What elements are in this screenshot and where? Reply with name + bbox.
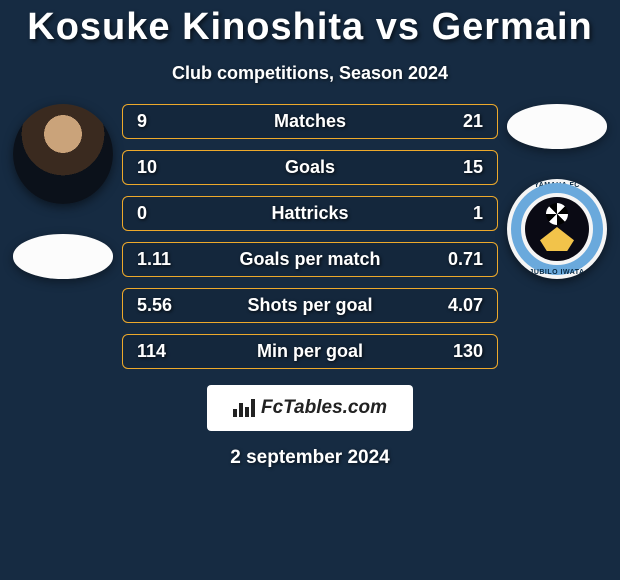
stat-label: Goals <box>177 157 443 178</box>
source-logo[interactable]: FcTables.com <box>207 385 413 431</box>
bird-icon <box>540 227 574 251</box>
comparison-content: 9 Matches 21 10 Goals 15 0 Hattricks 1 1… <box>8 104 612 369</box>
stat-left-value: 10 <box>137 157 177 178</box>
stat-left-value: 0 <box>137 203 177 224</box>
player2-column: YAMAHA FC JUBILO IWATA <box>502 104 612 279</box>
stat-label: Matches <box>177 111 443 132</box>
bar-chart-icon <box>233 399 255 417</box>
stat-right-value: 4.07 <box>443 295 483 316</box>
stat-row-min-per-goal: 114 Min per goal 130 <box>122 334 498 369</box>
subtitle: Club competitions, Season 2024 <box>172 63 448 84</box>
stat-label: Hattricks <box>177 203 443 224</box>
soccer-ball-icon <box>546 203 568 225</box>
player2-club-crest: YAMAHA FC JUBILO IWATA <box>507 179 607 279</box>
stat-row-matches: 9 Matches 21 <box>122 104 498 139</box>
stat-row-goals-per-match: 1.11 Goals per match 0.71 <box>122 242 498 277</box>
stat-label: Shots per goal <box>177 295 443 316</box>
stat-left-value: 9 <box>137 111 177 132</box>
stat-row-goals: 10 Goals 15 <box>122 150 498 185</box>
crest-inner <box>525 197 589 261</box>
stat-left-value: 114 <box>137 341 177 362</box>
stat-right-value: 15 <box>443 157 483 178</box>
stat-right-value: 1 <box>443 203 483 224</box>
stat-right-value: 130 <box>443 341 483 362</box>
player1-column <box>8 104 118 279</box>
stat-left-value: 1.11 <box>137 249 177 270</box>
stat-row-shots-per-goal: 5.56 Shots per goal 4.07 <box>122 288 498 323</box>
date-label: 2 september 2024 <box>230 447 390 469</box>
stat-left-value: 5.56 <box>137 295 177 316</box>
stat-right-value: 21 <box>443 111 483 132</box>
crest-bottom-text: JUBILO IWATA <box>507 269 607 276</box>
player1-avatar <box>13 104 113 204</box>
stat-label: Min per goal <box>177 341 443 362</box>
logo-text: FcTables.com <box>261 397 387 419</box>
player1-club-placeholder <box>13 234 113 279</box>
stat-label: Goals per match <box>177 249 443 270</box>
stat-right-value: 0.71 <box>443 249 483 270</box>
stat-row-hattricks: 0 Hattricks 1 <box>122 196 498 231</box>
page-title: Kosuke Kinoshita vs Germain <box>27 6 593 49</box>
player2-avatar-placeholder <box>507 104 607 149</box>
stats-column: 9 Matches 21 10 Goals 15 0 Hattricks 1 1… <box>118 104 502 369</box>
